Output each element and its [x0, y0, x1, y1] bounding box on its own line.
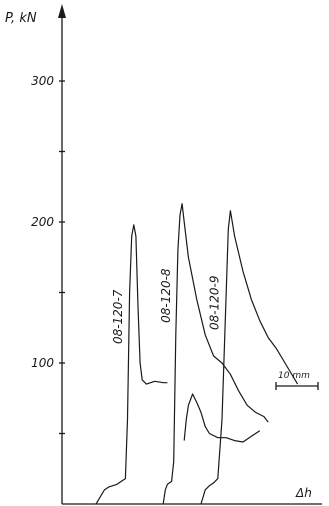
scale-bar: 10 mm: [275, 371, 319, 390]
y-tick-label: 100: [31, 356, 54, 370]
series-line-08-120-8: [162, 203, 269, 505]
y-ticks: [59, 80, 65, 435]
series-label: 08-120-9: [207, 275, 221, 329]
series-labels: 08-120-7 08-120-8 08-120-9: [111, 268, 222, 344]
axes: [58, 4, 322, 505]
series-label: 08-120-8: [159, 268, 173, 323]
scale-bar-label: 10 mm: [278, 371, 310, 381]
series-label: 08-120-7: [111, 289, 125, 344]
y-tick-label: 300: [31, 74, 54, 88]
y-axis-arrow: [58, 4, 66, 18]
y-axis-label: P, kN: [5, 11, 37, 26]
series-line-08-120-7: [95, 224, 168, 505]
series-line-08-120-9: [200, 210, 299, 505]
y-tick-label: 200: [31, 215, 54, 229]
y-tick-labels: 100 200 300: [31, 74, 54, 370]
unloading-curve: [183, 393, 261, 443]
x-axis-label: Δh: [295, 486, 312, 500]
series-layer: [95, 203, 299, 505]
